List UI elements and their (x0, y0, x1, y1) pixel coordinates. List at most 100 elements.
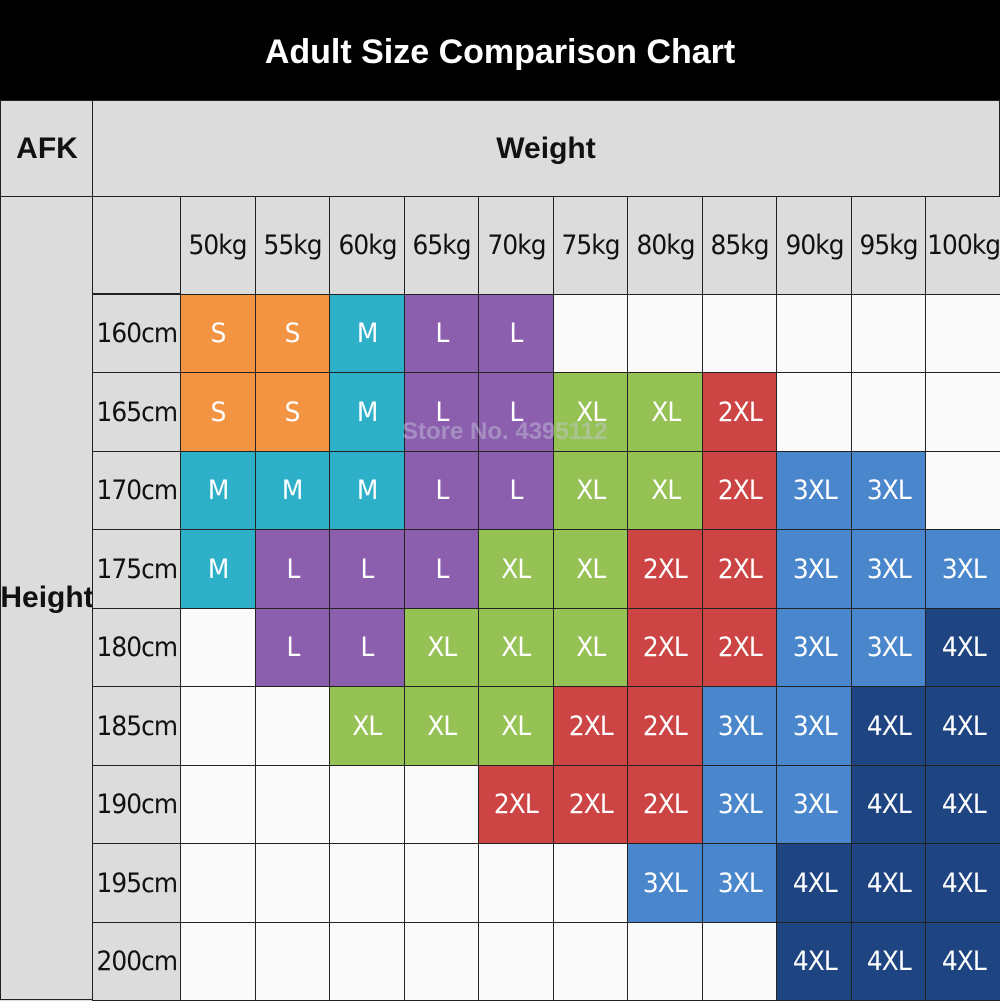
size-cell: S (254, 294, 331, 374)
size-cell-text: 3XL (941, 553, 987, 585)
size-cell: XL (552, 450, 629, 531)
size-cell: 3XL (776, 529, 853, 610)
size-cell-text: 3XL (792, 553, 837, 585)
empty-cell (180, 921, 257, 1001)
size-cell-text: XL (576, 632, 606, 664)
size-cell: L (403, 372, 480, 453)
size-cell: L (403, 450, 480, 531)
size-cell-text: 3XL (717, 867, 763, 899)
size-cell: L (478, 294, 555, 374)
row-header-height-text: 180cm (96, 632, 179, 664)
size-cell-text: 4XL (792, 867, 837, 899)
size-cell: L (403, 529, 480, 610)
row-header-height: 180cm (92, 607, 183, 688)
size-cell-text: XL (501, 710, 532, 742)
empty-cell (403, 843, 480, 924)
row-header-height: 175cm (92, 529, 183, 610)
empty-cell (254, 843, 331, 924)
size-cell-text: S (285, 396, 301, 428)
size-cell-text: 4XL (941, 789, 987, 821)
size-cell-text: XL (576, 475, 606, 507)
size-cell-text: 4XL (941, 946, 987, 978)
size-cell-text: XL (501, 632, 532, 664)
size-cell-text: 3XL (717, 789, 763, 821)
size-cell: 3XL (776, 450, 853, 531)
size-cell: XL (478, 686, 555, 767)
empty-cell (552, 294, 629, 374)
size-cell-text: 4XL (866, 789, 912, 821)
column-header-weight: 50kg (180, 196, 257, 296)
column-header-weight-text: 90kg (785, 230, 844, 262)
size-cell-text: M (356, 318, 378, 350)
column-header-weight-text: 80kg (636, 230, 695, 262)
size-cell: 2XL (627, 686, 704, 767)
size-cell: 4XL (850, 764, 927, 845)
size-cell-text: 4XL (941, 632, 987, 664)
size-cell: 4XL (850, 843, 927, 924)
size-cell-text: M (282, 475, 303, 507)
size-cell-text: 3XL (866, 553, 912, 585)
size-cell: 3XL (776, 686, 853, 767)
column-header-weight-text: 85kg (710, 230, 770, 262)
size-cell-text: M (356, 396, 378, 428)
empty-cell (403, 764, 480, 845)
size-cell: S (180, 372, 257, 453)
size-cell-text: 2XL (643, 789, 688, 821)
size-cell-text: XL (427, 632, 457, 664)
size-cell: 2XL (701, 372, 778, 453)
empty-cell (701, 294, 778, 374)
column-header-weight-text: 55kg (263, 230, 322, 262)
size-cell-text: L (286, 632, 300, 664)
empty-cell (925, 450, 1000, 531)
row-header-height-text: 195cm (96, 867, 179, 899)
size-cell: 4XL (776, 921, 853, 1001)
empty-cell (478, 921, 555, 1001)
size-cell: M (329, 450, 406, 531)
size-cell: 2XL (701, 529, 778, 610)
size-cell: L (329, 607, 406, 688)
size-cell-text: XL (576, 553, 606, 585)
size-cell: L (478, 372, 555, 453)
size-cell: XL (552, 607, 629, 688)
empty-cell (180, 607, 257, 688)
row-header-height-text: 175cm (96, 553, 179, 585)
row-header-height: 200cm (92, 921, 183, 1001)
size-cell: XL (627, 450, 704, 531)
size-cell-text: L (435, 553, 449, 585)
weight-header: Weight (92, 100, 1000, 198)
size-cell-text: 3XL (643, 867, 688, 899)
size-cell: 4XL (850, 686, 927, 767)
blank-corner-cell (92, 196, 181, 294)
size-cell-text: 2XL (717, 396, 763, 428)
size-cell-text: XL (427, 710, 457, 742)
empty-cell (403, 921, 480, 1001)
size-cell-text: 3XL (792, 632, 837, 664)
size-cell: 2XL (552, 686, 629, 767)
size-cell: 3XL (850, 529, 927, 610)
size-cell: 2XL (478, 764, 555, 845)
size-cell: 4XL (925, 921, 1000, 1001)
empty-cell (552, 921, 629, 1001)
column-header-weight: 65kg (403, 196, 480, 296)
size-cell-text: 2XL (643, 632, 688, 664)
size-cell: XL (403, 607, 480, 688)
column-header-weight-text: 95kg (859, 230, 919, 262)
column-header-weight: 70kg (478, 196, 555, 296)
column-header-weight: 90kg (776, 196, 853, 296)
size-cell-text: 4XL (941, 867, 987, 899)
column-header-weight: 80kg (627, 196, 704, 296)
size-cell-text: M (207, 475, 229, 507)
size-cell-text: 4XL (866, 867, 912, 899)
size-cell: 4XL (850, 921, 927, 1001)
size-cell: 2XL (552, 764, 629, 845)
row-header-height: 165cm (92, 372, 183, 453)
size-cell: XL (478, 607, 555, 688)
size-cell-text: 3XL (866, 632, 912, 664)
size-cell: 4XL (925, 686, 1000, 767)
row-header-height: 170cm (92, 450, 183, 531)
size-cell: L (403, 294, 480, 374)
size-cell-text: XL (501, 553, 532, 585)
size-cell: L (254, 529, 331, 610)
size-cell-text: 2XL (717, 475, 763, 507)
size-cell-text: L (286, 553, 300, 585)
